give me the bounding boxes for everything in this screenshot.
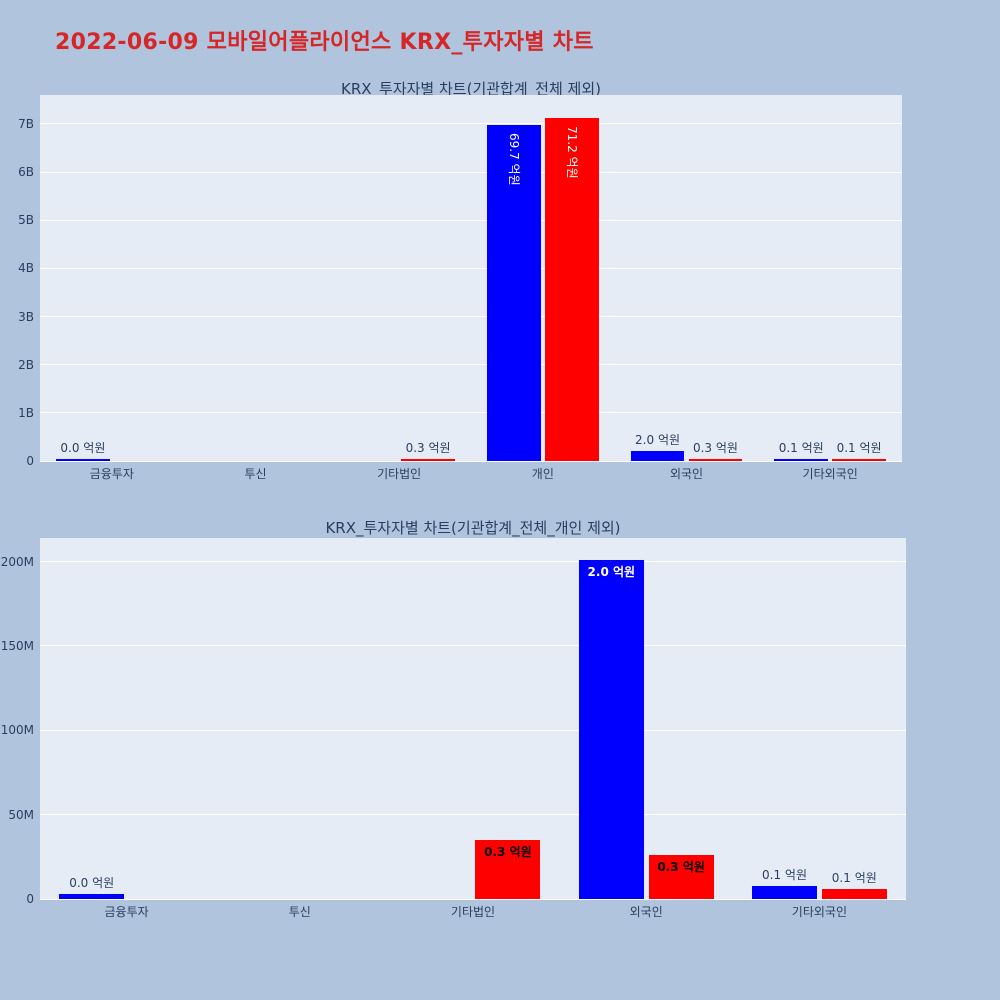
gridline (40, 730, 906, 731)
gridline (40, 268, 902, 269)
bar-blue-외국인 (578, 559, 644, 899)
gridline (40, 364, 902, 365)
bar-value-label: 0.3 억원 (484, 844, 532, 859)
y-tick-label: 1B (18, 405, 34, 420)
bar-red-기타외국인 (821, 888, 887, 899)
gridline (40, 123, 902, 124)
y-tick-label: 0 (26, 454, 34, 468)
bar-value-label: 0.3 억원 (692, 440, 738, 455)
x-category-label: 금융투자 (89, 467, 134, 481)
x-category-label: 기타외국인 (802, 467, 858, 481)
bar-blue-외국인 (630, 451, 685, 461)
chart-investors-total: KRX_투자자별 차트(기관합계_전체 제외) 0.0 억원 69.7 억원 2.0… (0, 78, 1000, 493)
bar-value-label: 0.3 억원 (405, 440, 451, 455)
bar-blue-금융투자 (59, 893, 125, 899)
bar-value-label: 69.7 억원 (506, 133, 521, 186)
gridline (40, 645, 906, 646)
y-tick-label: 50M (8, 807, 34, 822)
gridline (40, 814, 906, 815)
bar-value-label: 0.1 억원 (836, 440, 882, 455)
bar-value-label: 2.0 억원 (587, 564, 636, 579)
chart-investors-excl-individual: KRX_투자자별 차트(기관합계_전체_개인 제외) 0.0 억원 2.0 억원 0… (0, 505, 1000, 937)
x-category-label: 금융투자 (104, 905, 149, 919)
bar-blue-개인 (486, 125, 541, 461)
chart-title: KRX_투자자별 차트(기관합계_전체_개인 제외) (325, 519, 621, 537)
y-tick-label: 6B (18, 165, 34, 180)
x-category-label: 외국인 (629, 905, 663, 919)
chart-title: KRX_투자자별 차트(기관합계_전체 제외) (341, 80, 601, 98)
bar-value-label: 2.0 억원 (635, 433, 681, 448)
plot-area: 0.0 억원 2.0 억원 0.1 억원 0.3 억원 0.3 억원 0.1 억원 (40, 538, 906, 900)
x-category-label: 기타법인 (377, 467, 422, 481)
bar-value-label: 0.0 억원 (69, 875, 115, 890)
bar-value-label: 0.1 억원 (762, 867, 807, 882)
bar-value-label: 71.2 억원 (564, 126, 579, 179)
x-category-label: 외국인 (669, 467, 704, 481)
y-tick-label: 200M (0, 554, 34, 569)
y-tick-label: 3B (18, 309, 34, 324)
x-category-label: 투신 (288, 905, 311, 919)
page-title: 2022-06-09 모바일어플라이언스 KRX_투자자별 차트 (55, 30, 594, 55)
bar-value-label: 0.1 억원 (778, 440, 824, 455)
y-tick-label: 7B (18, 116, 34, 131)
gridline (40, 412, 902, 413)
bar-value-label: 0.3 억원 (657, 860, 705, 875)
x-category-label: 기타외국인 (791, 905, 847, 919)
y-tick-label: 4B (18, 261, 34, 276)
y-tick-label: 0 (26, 892, 34, 906)
plot-area: 0.0 억원 69.7 억원 2.0 억원 0.1 억원 0.3 억원 71.2 억원 0.… (40, 95, 902, 462)
bar-red-외국인 (688, 458, 743, 461)
y-tick-label: 150M (0, 638, 34, 653)
bar-red-기타법인 (475, 839, 541, 899)
gridline (40, 461, 902, 462)
x-category-label: 개인 (531, 467, 554, 481)
gridline (40, 220, 902, 221)
gridline (40, 561, 906, 562)
bar-blue-금융투자 (55, 458, 110, 461)
bar-red-외국인 (648, 855, 714, 899)
bar-red-기타법인 (401, 458, 456, 461)
y-tick-label: 100M (0, 723, 34, 738)
y-tick-label: 2B (18, 357, 34, 372)
bar-blue-기타외국인 (774, 458, 829, 461)
x-category-label: 투신 (244, 467, 267, 481)
y-tick-label: 5B (18, 213, 34, 228)
gridline (40, 316, 902, 317)
x-category-label: 기타법인 (450, 905, 496, 919)
bar-red-개인 (544, 118, 599, 461)
gridline (40, 172, 902, 173)
bar-red-기타외국인 (832, 458, 887, 461)
bar-blue-기타외국인 (752, 885, 817, 899)
bar-value-label: 0.0 억원 (60, 440, 106, 455)
gridline (40, 899, 906, 900)
bar-value-label: 0.1 억원 (831, 870, 877, 885)
